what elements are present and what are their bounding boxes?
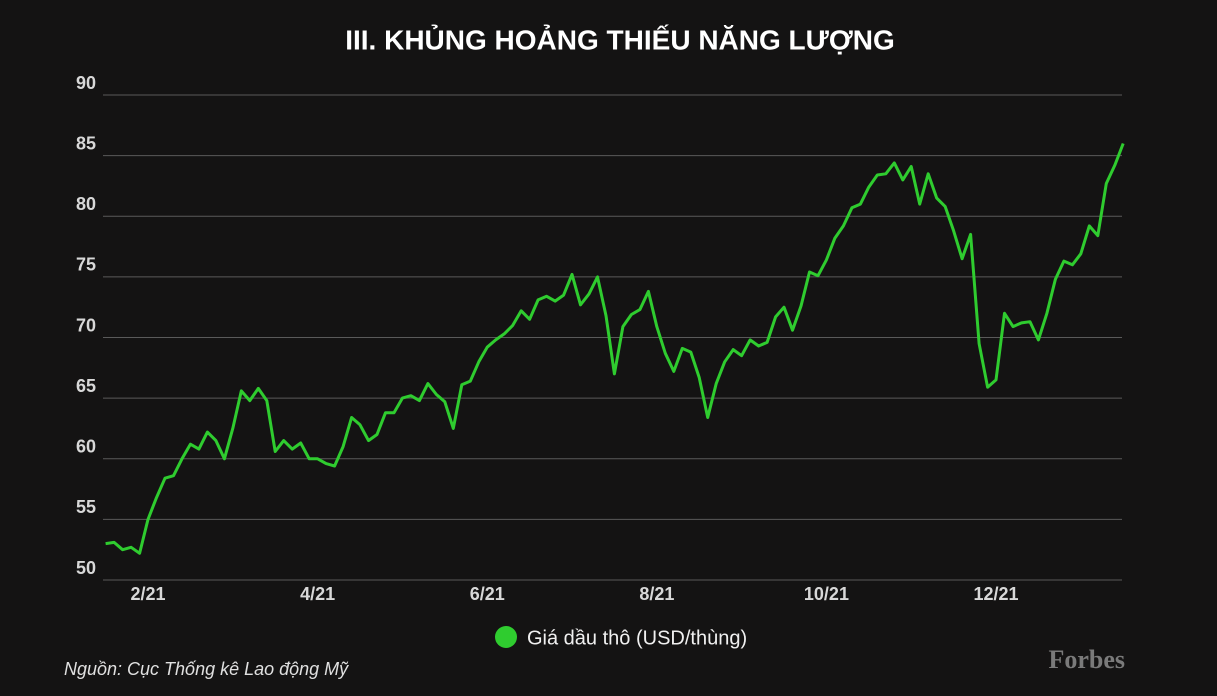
x-tick-label: 6/21 [470, 584, 505, 604]
chart-title: III. KHỦNG HOẢNG THIẾU NĂNG LƯỢNG [345, 23, 895, 55]
data-line [105, 142, 1125, 555]
x-tick-label: 4/21 [300, 584, 335, 604]
y-tick-label: 80 [76, 194, 96, 214]
x-tick-label: 8/21 [639, 584, 674, 604]
x-tick-label: 12/21 [974, 584, 1019, 604]
x-tick-label: 2/21 [131, 584, 166, 604]
source: Nguồn: Cục Thống kê Lao động Mỹ [64, 659, 349, 679]
y-tick-label: 50 [76, 558, 96, 578]
y-tick-label: 90 [76, 73, 96, 93]
y-tick-label: 55 [76, 497, 96, 517]
y-tick-label: 85 [76, 133, 96, 153]
logo: Forbes [1048, 645, 1125, 674]
y-tick-label: 60 [76, 437, 96, 457]
y-tick-label: 70 [76, 315, 96, 335]
x-tick-label: 10/21 [804, 584, 849, 604]
y-tick-label: 75 [76, 255, 96, 275]
legend-marker [495, 626, 517, 648]
y-tick-label: 65 [76, 376, 96, 396]
legend-label: Giá dầu thô (USD/thùng) [527, 627, 747, 649]
